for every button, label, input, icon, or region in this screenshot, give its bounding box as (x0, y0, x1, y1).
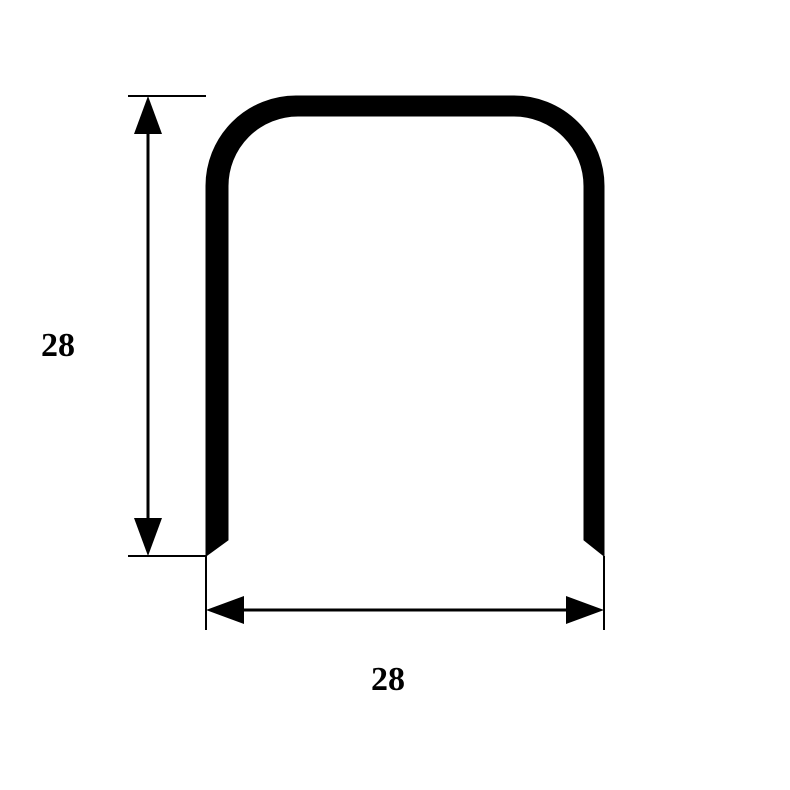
horizontal-dimension-arrow (206, 596, 604, 624)
height-dimension-label: 28 (41, 327, 75, 364)
vertical-dimension-arrow (134, 96, 162, 556)
technical-drawing: 28 28 (0, 0, 790, 790)
width-dimension-label: 28 (371, 661, 405, 698)
profile-cross-section (206, 96, 604, 556)
